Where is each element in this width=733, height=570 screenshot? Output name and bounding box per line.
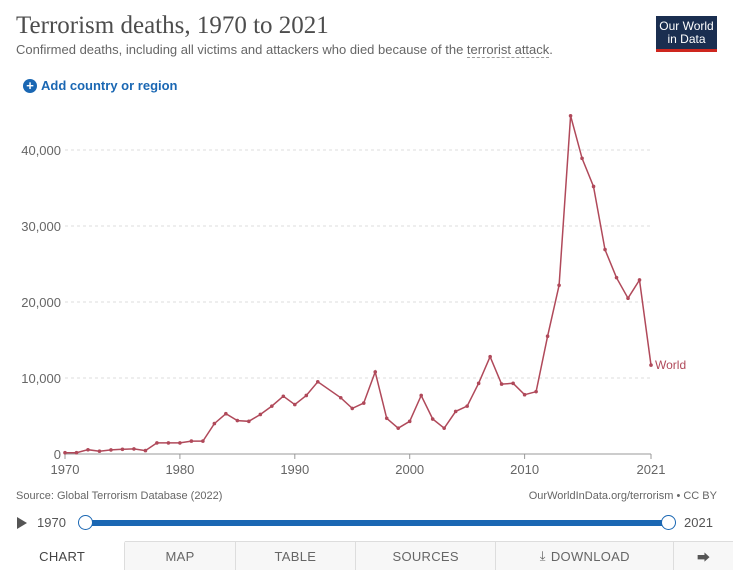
tab-bar: CHART MAP TABLE SOURCES ⤓ DOWNLOAD ⮕ (0, 541, 733, 570)
data-point (499, 382, 504, 386)
data-point (534, 389, 538, 394)
data-point (465, 404, 469, 408)
x-tick-label: 1970 (51, 462, 80, 477)
data-point (407, 419, 412, 424)
share-button[interactable]: ⮕ (674, 542, 733, 570)
y-axis-ticks: 0 10,000 20,000 30,000 40,000 (21, 143, 61, 462)
terrorist-attack-link[interactable]: terrorist attack (466, 42, 550, 58)
y-tick-label: 20,000 (21, 295, 61, 310)
play-icon[interactable] (17, 517, 27, 529)
gridlines (65, 149, 651, 455)
y-tick-label: 0 (54, 447, 61, 462)
data-point (212, 421, 217, 426)
data-point (580, 156, 584, 161)
data-point (132, 447, 136, 451)
tab-chart[interactable]: CHART (0, 541, 126, 570)
share-icon: ⮕ (697, 549, 711, 565)
y-tick-label: 30,000 (21, 219, 61, 234)
x-tick-label: 2021 (637, 462, 666, 477)
data-point (143, 448, 148, 453)
y-tick-label: 10,000 (21, 371, 61, 386)
data-point (304, 393, 309, 398)
y-tick-label: 40,000 (21, 143, 61, 158)
series-world: World (63, 114, 686, 455)
data-point (545, 334, 550, 339)
data-point (293, 402, 297, 407)
logo-line-2: in Data (667, 32, 706, 46)
subtitle-text: Confirmed deaths, including all victims … (16, 42, 467, 57)
data-point (315, 380, 320, 384)
data-point (63, 450, 67, 455)
data-point (109, 448, 113, 452)
data-point (476, 381, 481, 386)
data-point (281, 394, 286, 399)
x-tick-label: 2000 (395, 462, 424, 477)
data-point (511, 381, 515, 386)
data-point (603, 247, 607, 252)
x-axis-ticks: 1970 1980 1990 2000 2010 2021 (51, 454, 666, 477)
data-point (453, 409, 458, 414)
data-point (361, 401, 366, 405)
data-point (155, 441, 159, 445)
data-point (338, 395, 343, 400)
data-point (224, 411, 228, 416)
tab-download[interactable]: ⤓ DOWNLOAD (496, 542, 675, 570)
data-point (430, 417, 435, 421)
credit-link[interactable]: OurWorldInData.org/terrorism • CC BY (528, 490, 717, 502)
data-point (189, 439, 194, 443)
data-point (637, 278, 642, 282)
data-point (270, 404, 274, 408)
download-label: DOWNLOAD (550, 548, 630, 564)
data-point (247, 419, 251, 424)
data-point (442, 426, 446, 430)
data-point (120, 447, 125, 452)
series-label: World (655, 358, 686, 372)
plus-icon: + (23, 78, 37, 93)
data-point (97, 449, 102, 453)
data-point (626, 296, 630, 301)
data-point (258, 412, 263, 417)
data-point (591, 184, 596, 189)
data-point (350, 406, 355, 411)
timeline-end-label: 2021 (684, 515, 713, 530)
data-point (201, 439, 205, 443)
data-point (488, 354, 492, 359)
subtitle-end: . (549, 42, 553, 57)
tab-map[interactable]: MAP (125, 542, 236, 570)
data-point (74, 450, 79, 455)
data-point (522, 392, 527, 397)
data-point (614, 275, 619, 280)
data-point (384, 416, 389, 421)
timeline-track[interactable] (85, 520, 668, 526)
x-tick-label: 1980 (165, 462, 194, 477)
data-point (86, 447, 90, 452)
data-point (166, 441, 171, 445)
data-point (568, 114, 573, 118)
x-tick-label: 1990 (280, 462, 309, 477)
add-country-button[interactable]: + Add country or region (23, 78, 178, 93)
timeline-start-handle[interactable] (78, 515, 93, 530)
data-point (235, 418, 240, 423)
data-point (396, 426, 401, 430)
tab-sources[interactable]: SOURCES (356, 542, 497, 570)
timeline-end-handle[interactable] (661, 515, 676, 530)
add-country-label: Add country or region (41, 78, 178, 93)
data-point (649, 363, 653, 367)
timeline-start-label: 1970 (37, 515, 66, 530)
owid-logo[interactable]: Our World in Data (656, 16, 717, 52)
chart-title: Terrorism deaths, 1970 to 2021 (16, 12, 329, 39)
data-point (557, 283, 561, 288)
x-tick-label: 2010 (510, 462, 539, 477)
data-point (178, 441, 182, 445)
series-line (65, 115, 652, 454)
logo-line-1: Our World (659, 19, 714, 33)
data-point (373, 370, 378, 374)
source-note: Source: Global Terrorism Database (2022) (16, 490, 223, 502)
data-point (419, 393, 423, 398)
chart-subtitle: Confirmed deaths, including all victims … (16, 42, 553, 58)
tab-table[interactable]: TABLE (236, 542, 357, 570)
download-icon: ⤓ (539, 548, 546, 563)
